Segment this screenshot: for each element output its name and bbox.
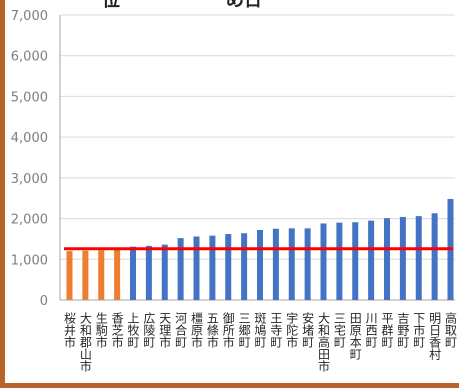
x-category-label: 上牧町 bbox=[126, 312, 140, 348]
bar-王寺町 bbox=[272, 228, 279, 300]
y-tick-label: 6,000 bbox=[11, 50, 48, 65]
bottom-border-strip bbox=[0, 383, 459, 388]
y-tick-label: 3,000 bbox=[11, 172, 48, 187]
bar-大和高田市 bbox=[320, 223, 327, 300]
bar-下市町 bbox=[415, 216, 422, 300]
left-border-strip bbox=[0, 0, 5, 388]
x-category-label: 桜井市 bbox=[63, 312, 77, 348]
x-category-label: 天理市 bbox=[158, 312, 172, 348]
y-tick-label: 7,000 bbox=[11, 9, 48, 24]
bar-三郷町 bbox=[241, 233, 248, 300]
x-category-label: 明日香村 bbox=[428, 312, 442, 360]
x-category-label: 田原本町 bbox=[348, 312, 362, 360]
bar-橿原市 bbox=[193, 236, 200, 300]
y-tick-label: 5,000 bbox=[11, 90, 48, 105]
x-category-label: 広陵町 bbox=[142, 312, 156, 348]
bar-平群町 bbox=[384, 218, 390, 300]
bar-生駒市 bbox=[98, 250, 105, 300]
bar-田原本町 bbox=[352, 222, 359, 300]
x-category-label: 安堵町 bbox=[301, 311, 315, 348]
chart-title-fragment: 一位 bbox=[84, 0, 120, 11]
bar-五條市 bbox=[209, 235, 216, 300]
x-category-label: 生駒市 bbox=[94, 312, 108, 348]
bar-川西町 bbox=[368, 220, 375, 300]
x-category-label: 下市町 bbox=[412, 312, 426, 348]
bar-宇陀市 bbox=[288, 228, 295, 300]
x-category-label: 河合町 bbox=[174, 312, 188, 348]
x-category-label: 香芝市 bbox=[110, 312, 124, 348]
x-category-label: 五條市 bbox=[205, 312, 219, 348]
bar-三宅町 bbox=[336, 222, 343, 300]
bar-大和郡山市 bbox=[82, 250, 89, 300]
bar-天理市 bbox=[161, 244, 168, 300]
x-category-label: 三宅町 bbox=[332, 312, 346, 348]
bar-吉野町 bbox=[399, 216, 406, 300]
x-category-label: 川西町 bbox=[364, 312, 378, 348]
x-category-label: 三郷町 bbox=[237, 312, 251, 348]
bar-河合町 bbox=[177, 238, 184, 300]
x-category-label: 吉野町 bbox=[396, 312, 410, 348]
bar-上牧町 bbox=[130, 246, 136, 300]
y-tick-label: 1,000 bbox=[11, 253, 48, 268]
y-tick-label: 2,000 bbox=[11, 213, 48, 228]
bar-香芝市 bbox=[114, 249, 121, 300]
bar-斑鳩町 bbox=[257, 229, 263, 300]
x-category-label: 大和高田市 bbox=[317, 312, 331, 372]
x-category-label: 高取町 bbox=[444, 311, 458, 348]
x-category-label: 斑鳩町 bbox=[253, 312, 267, 348]
bar-御所市 bbox=[225, 234, 232, 300]
x-category-label: 王寺町 bbox=[269, 312, 283, 348]
x-category-label: 御所市 bbox=[221, 311, 235, 348]
bar-明日香村 bbox=[431, 213, 438, 300]
x-category-label: 宇陀市 bbox=[285, 312, 299, 348]
chart-title-fragment-2: め日 bbox=[226, 0, 262, 11]
x-category-label: 大和郡山市 bbox=[78, 312, 92, 372]
bar-広陵町 bbox=[145, 245, 152, 300]
y-tick-label: 4,000 bbox=[11, 131, 48, 146]
bar-桜井市 bbox=[66, 251, 73, 300]
x-category-label: 橿原市 bbox=[190, 312, 204, 348]
bar-安堵町 bbox=[304, 228, 311, 300]
y-tick-label: 0 bbox=[40, 294, 48, 309]
x-category-label: 平群町 bbox=[380, 312, 394, 348]
